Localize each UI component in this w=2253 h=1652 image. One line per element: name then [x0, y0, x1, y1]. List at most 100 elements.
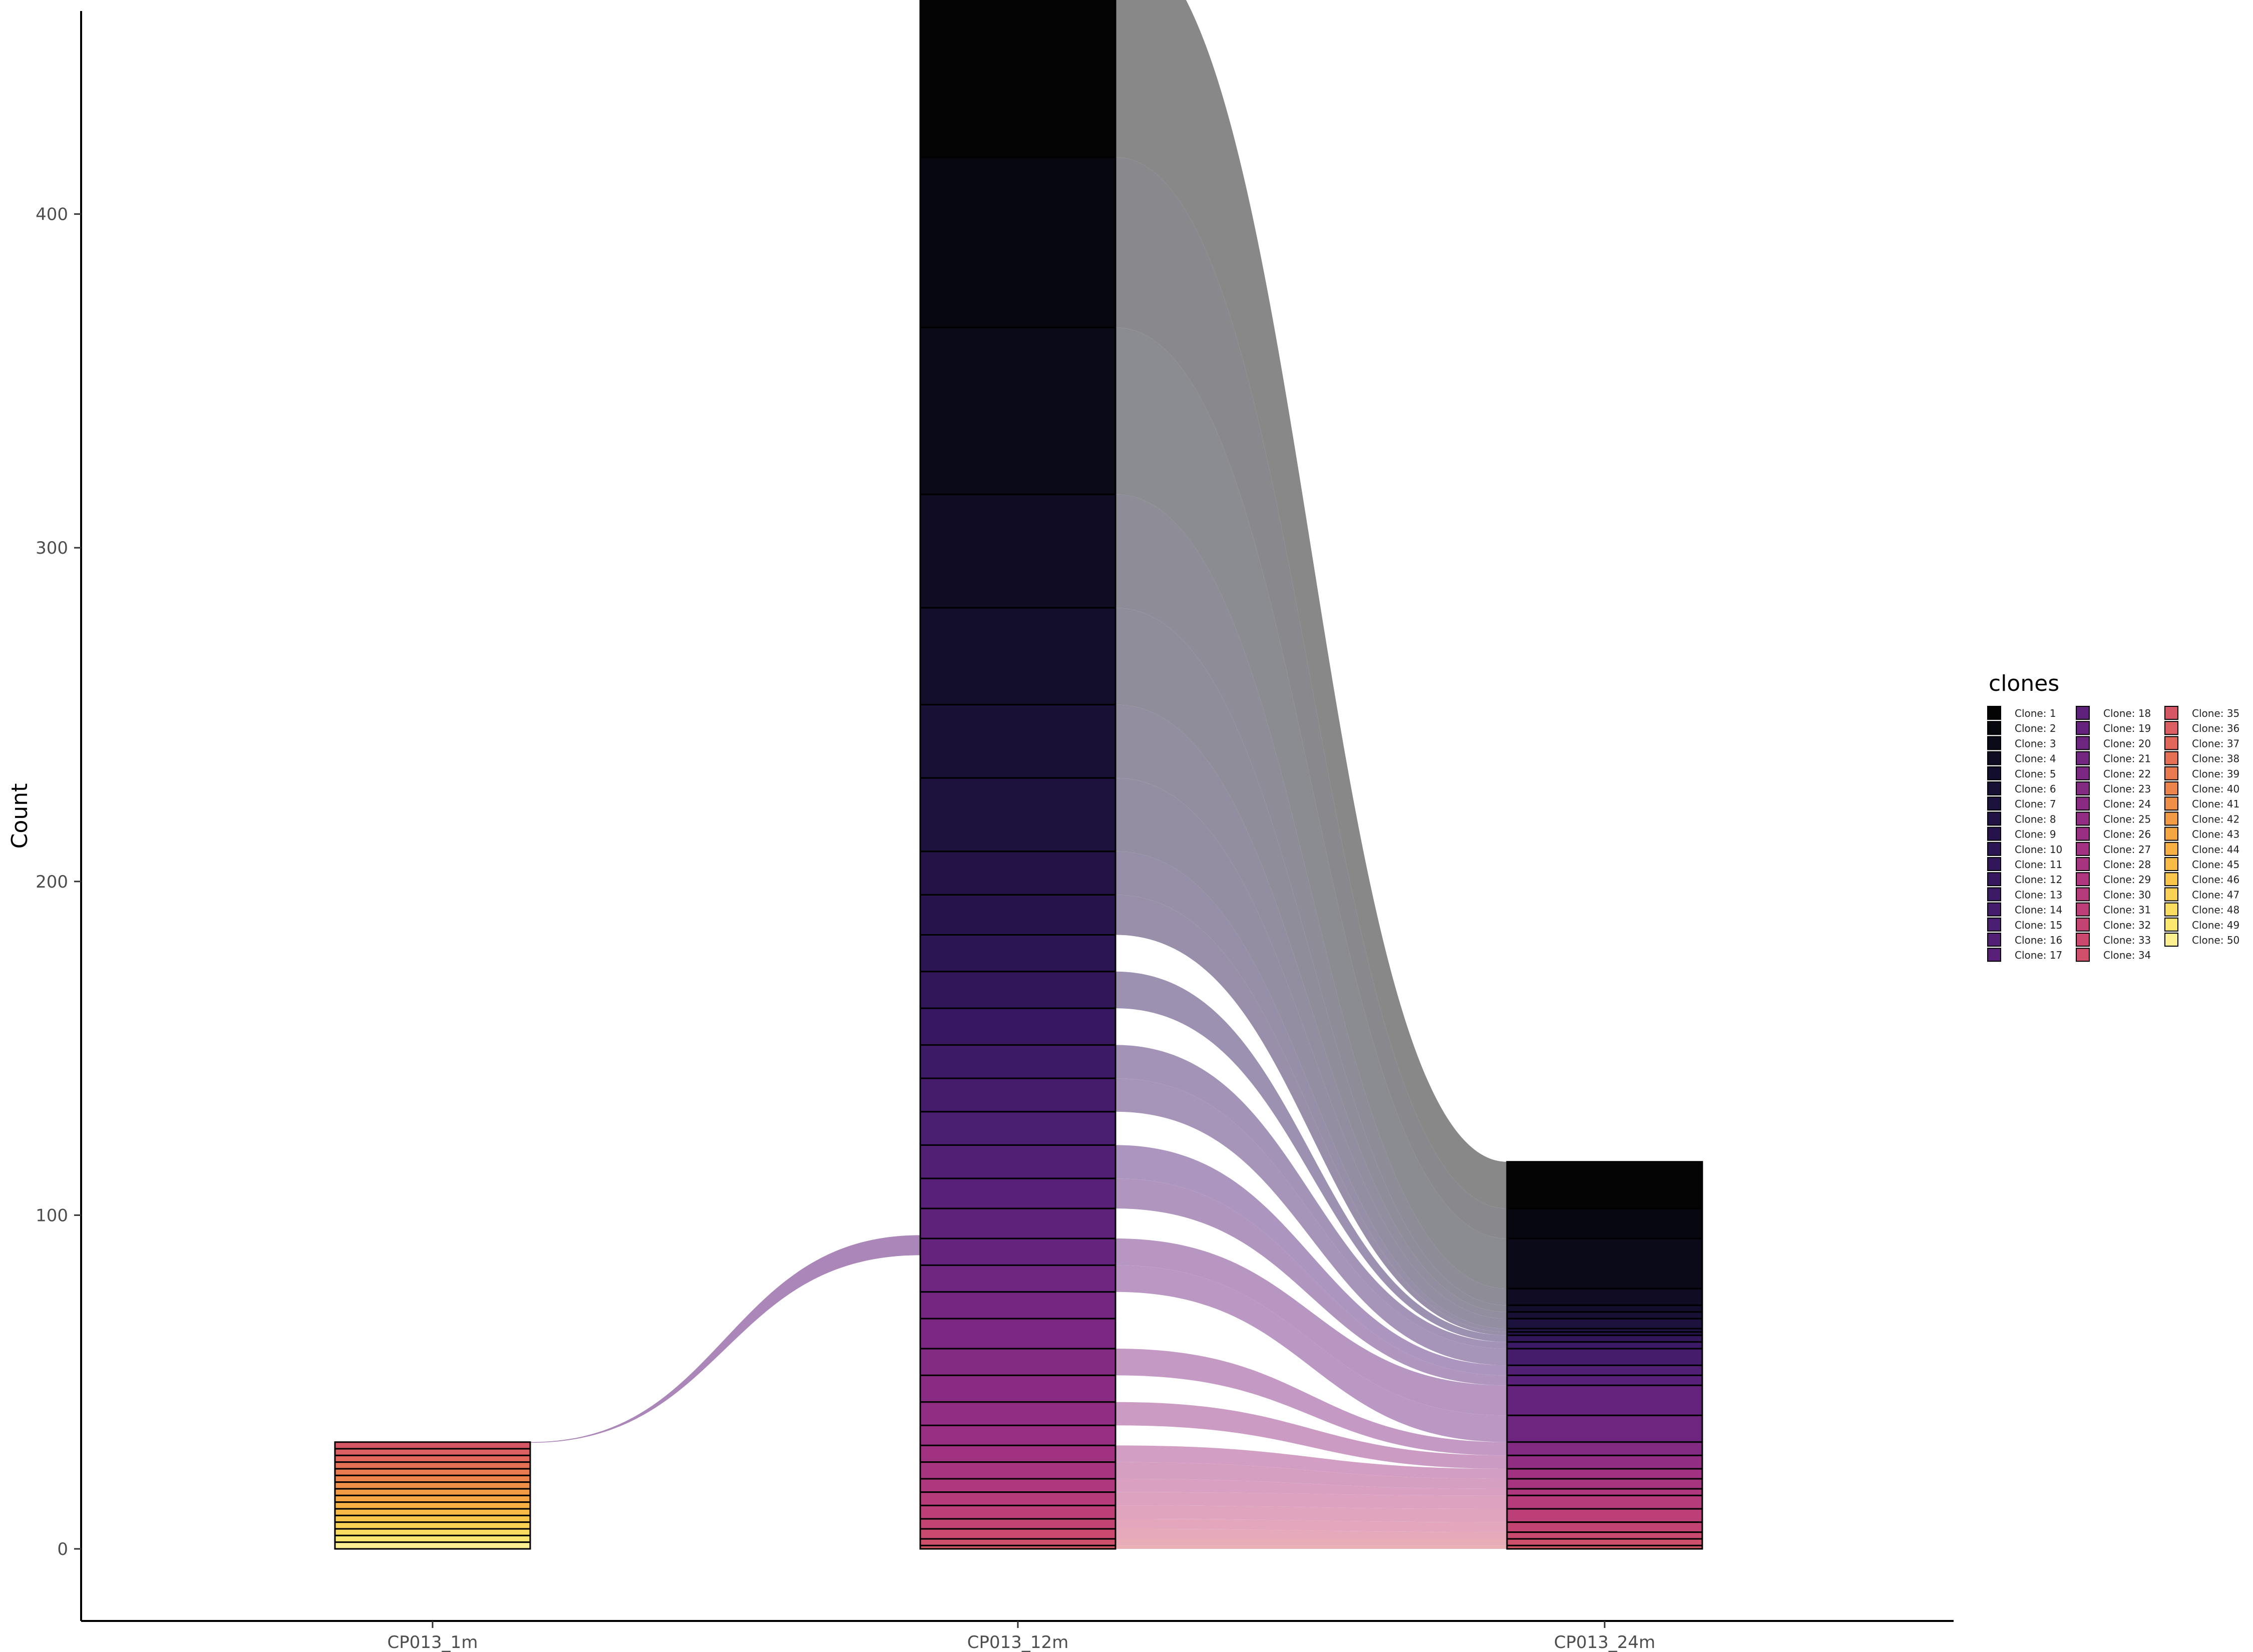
y-axis-title: Count	[7, 783, 33, 849]
bar-segment-CP013_12m-clone-14	[919, 1077, 1116, 1113]
legend-swatch-clone-8	[1987, 811, 2001, 826]
flow-12m-24m-clone-16	[1115, 1145, 1507, 1376]
legend-swatch-clone-20	[2076, 736, 2090, 750]
flow-12m-24m-clone-29	[1115, 1479, 1507, 1496]
legend-swatch-clone-2	[1987, 721, 2001, 735]
legend-swatch-clone-35	[2164, 706, 2178, 720]
legend-label-clone-17: Clone: 17	[2015, 949, 2062, 961]
legend-label-clone-4: Clone: 4	[2015, 753, 2056, 765]
legend-label-clone-5: Clone: 5	[2015, 768, 2056, 780]
legend-swatch-clone-43	[2164, 827, 2178, 841]
y-tick-label-100: 100	[36, 1205, 68, 1225]
y-tick-label-0: 0	[57, 1539, 68, 1559]
legend-swatch-clone-28	[2076, 857, 2090, 871]
bar-segment-CP013_24m-clone-28	[1506, 1478, 1703, 1490]
legend-items: Clone: 1 Clone: 2 Clone: 3 Clone: 4 Clone: 5…	[1987, 706, 2239, 962]
flow-12m-24m-clone-4	[1115, 494, 1507, 1306]
legend-label-clone-38: Clone: 38	[2192, 753, 2239, 765]
legend-label-clone-42: Clone: 42	[2192, 813, 2239, 825]
legend-label-clone-14: Clone: 14	[2015, 904, 2062, 916]
bar-segment-CP013_12m-clone-28	[919, 1461, 1116, 1480]
bar-segment-CP013_24m-clone-13	[1506, 1341, 1703, 1350]
bar-segment-CP013_1m-clone-35	[334, 1441, 531, 1450]
bar-segment-CP013_24m-clone-11	[1506, 1334, 1703, 1343]
legend-swatch-clone-30	[2076, 887, 2090, 902]
bar-segment-CP013_12m-clone-3	[919, 326, 1116, 496]
legend-label-clone-48: Clone: 48	[2192, 904, 2239, 916]
bar-segment-CP013_12m-clone-23	[919, 1348, 1116, 1376]
bar-CP013_1m	[334, 1441, 531, 1550]
legend-swatch-clone-13	[1987, 887, 2001, 902]
flow-12m-24m-clone-27	[1115, 1445, 1507, 1479]
legend-swatch-clone-10	[1987, 842, 2001, 856]
bar-segment-CP013_24m-clone-31	[1506, 1508, 1703, 1523]
bar-segment-CP013_24m-clone-32	[1506, 1521, 1703, 1533]
legend-label-clone-50: Clone: 50	[2192, 934, 2239, 946]
y-tick-label-300: 300	[36, 538, 68, 558]
legend-swatch-clone-29	[2076, 872, 2090, 887]
legend-label-clone-20: Clone: 20	[2103, 737, 2151, 749]
legend-swatch-clone-22	[2076, 766, 2090, 780]
bar-segment-CP013_12m-clone-17	[919, 1177, 1116, 1209]
bar-segment-CP013_12m-clone-1	[919, 0, 1116, 158]
legend-swatch-clone-26	[2076, 827, 2090, 841]
legend-swatch-clone-32	[2076, 917, 2090, 932]
legend-label-clone-7: Clone: 7	[2015, 798, 2056, 810]
bar-segment-CP013_1m-clone-45	[334, 1508, 531, 1516]
y-tick-label-400: 400	[36, 205, 68, 225]
legend-label-clone-24: Clone: 24	[2103, 798, 2151, 810]
legend-label-clone-3: Clone: 3	[2015, 737, 2056, 749]
flow-1m-12m-clone-19	[530, 1235, 920, 1443]
legend-swatch-clone-23	[2076, 781, 2090, 795]
legend-swatch-clone-27	[2076, 842, 2090, 856]
legend-label-clone-31: Clone: 31	[2103, 904, 2151, 916]
legend-label-clone-30: Clone: 30	[2103, 889, 2151, 901]
legend-swatch-clone-49	[2164, 917, 2178, 932]
legend-label-clone-37: Clone: 37	[2192, 737, 2239, 749]
legend-label-clone-41: Clone: 41	[2192, 798, 2239, 810]
legend-swatch-clone-19	[2076, 721, 2090, 735]
flow-12m-24m-clone-32	[1115, 1519, 1507, 1532]
bar-segment-CP013_12m-clone-18	[919, 1207, 1116, 1240]
bar-segment-CP013_12m-clone-24	[919, 1374, 1116, 1403]
bar-segment-CP013_1m-clone-41	[334, 1481, 531, 1490]
legend-swatch-clone-48	[2164, 902, 2178, 917]
legend-label-clone-29: Clone: 29	[2103, 874, 2151, 886]
legend-swatch-clone-7	[1987, 796, 2001, 811]
bar-segment-CP013_12m-clone-25	[919, 1401, 1116, 1426]
legend-label-clone-19: Clone: 19	[2103, 722, 2151, 734]
flow-12m-24m-clone-20	[1115, 1265, 1507, 1442]
bar-segment-CP013_12m-clone-31	[919, 1504, 1116, 1520]
bar-segment-CP013_1m-clone-43	[334, 1494, 531, 1503]
bar-segment-CP013_24m-clone-33	[1506, 1531, 1703, 1540]
legend-label-clone-34: Clone: 34	[2103, 949, 2151, 961]
legend-swatch-clone-39	[2164, 766, 2178, 780]
bar-segment-CP013_24m-clone-19	[1506, 1384, 1703, 1416]
legend-swatch-clone-18	[2076, 706, 2090, 720]
legend-swatch-clone-5	[1987, 766, 2001, 780]
legend-swatch-clone-45	[2164, 857, 2178, 871]
legend-label-clone-26: Clone: 26	[2103, 829, 2151, 841]
legend-label-clone-11: Clone: 11	[2015, 859, 2062, 871]
legend-label-clone-13: Clone: 13	[2015, 889, 2062, 901]
legend-swatch-clone-6	[1987, 781, 2001, 795]
legend-label-clone-9: Clone: 9	[2015, 829, 2056, 841]
legend-label-clone-47: Clone: 47	[2192, 889, 2239, 901]
legend-label-clone-28: Clone: 28	[2103, 859, 2151, 871]
legend-label-clone-16: Clone: 16	[2015, 934, 2062, 946]
legend-swatch-clone-1	[1987, 706, 2001, 720]
flow-12m-24m-clone-5	[1115, 608, 1507, 1312]
bar-segment-CP013_1m-clone-50	[334, 1541, 531, 1550]
bar-segment-CP013_12m-clone-22	[919, 1318, 1116, 1350]
bar-segment-CP013_1m-clone-44	[334, 1501, 531, 1510]
legend-title: clones	[1989, 671, 2059, 696]
bar-segment-CP013_24m-clone-23	[1506, 1441, 1703, 1456]
bar-segment-CP013_12m-clone-2	[919, 156, 1116, 328]
legend-swatch-clone-12	[1987, 872, 2001, 887]
legend-swatch-clone-38	[2164, 751, 2178, 765]
flow-12m-24m-clone-35	[1115, 1545, 1507, 1549]
bar-segment-CP013_24m-clone-20	[1506, 1414, 1703, 1443]
legend-label-clone-35: Clone: 35	[2192, 707, 2239, 719]
legend-swatch-clone-25	[2076, 811, 2090, 826]
legend-label-clone-23: Clone: 23	[2103, 783, 2151, 795]
